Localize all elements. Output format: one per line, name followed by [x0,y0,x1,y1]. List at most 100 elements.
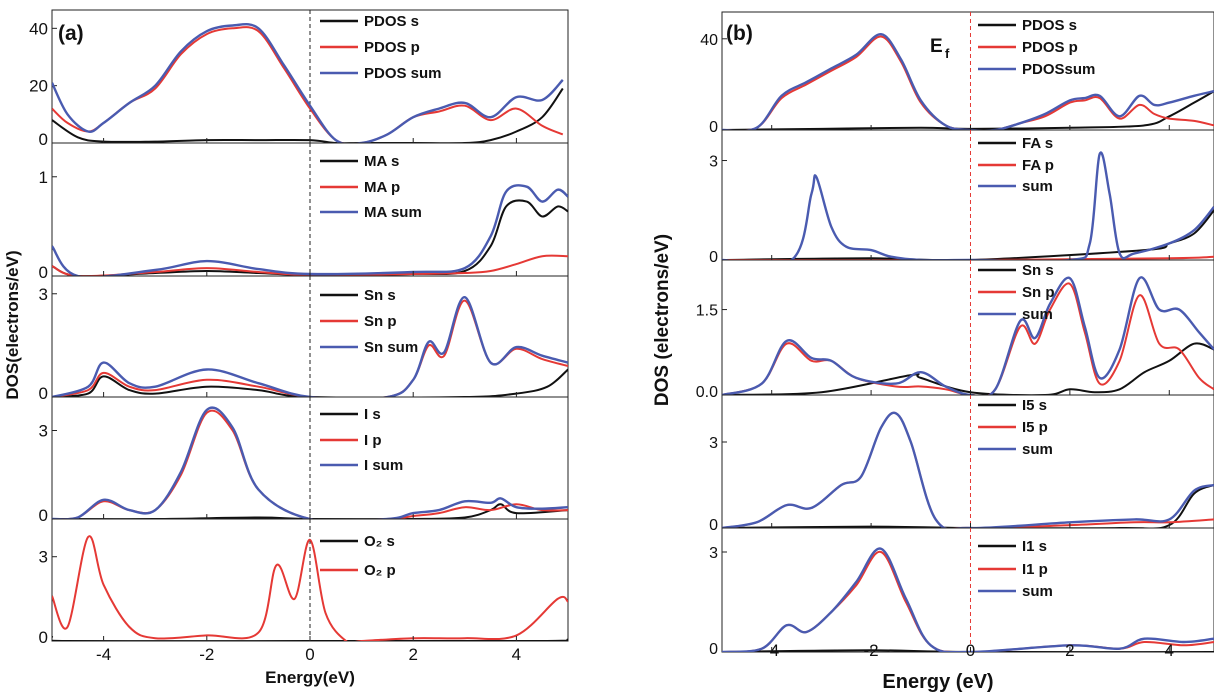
series-line-s [722,90,1214,130]
legend-label: PDOSsum [1022,61,1095,78]
legend-label: MA p [364,179,400,196]
series-line-s [52,635,568,641]
legend-entry: PDOS s [978,17,1077,34]
legend-label: I5 s [1022,397,1047,414]
x-tick-label: 4 [1165,641,1174,660]
legend-label: MA sum [364,204,422,221]
series-line-sum [52,23,564,143]
x-tick-label: -4 [96,645,111,664]
legend-label: sum [1022,441,1053,458]
legend-label: Sn p [364,313,397,330]
legend-label: MA s [364,153,399,170]
y-tick-label: 0 [39,628,48,647]
legend-label: O₂ p [364,562,396,579]
legend-label: sum [1022,583,1053,600]
legend-entry: I1 p [978,561,1048,578]
legend-entry: sum [978,441,1053,458]
y-tick-label: 3 [709,435,718,452]
y-tick-label: 0 [39,384,48,403]
series-line-p [722,550,1214,652]
x-tick-label: -4 [764,641,779,660]
legend-entry: FA p [978,157,1054,174]
y-tick-label: 0 [709,249,718,266]
legend-label: PDOS s [1022,17,1077,34]
y-tick-label: 3 [709,545,718,562]
legend-entry: Sn sum [320,339,418,356]
y-axis-label: DOS(electrons/eV) [3,250,22,399]
series-line-s [722,649,1214,652]
legend-entry: I sum [320,457,403,474]
y-axis-label: DOS (electrons/eV) [652,234,673,406]
series-line-p [722,282,1214,395]
legend-label: PDOS p [364,39,420,56]
subplot-3: 0 3 Sn s Sn p Sn sum [39,275,569,403]
legend-entry: I s [320,406,381,423]
legend-label: FA s [1022,135,1053,152]
legend-entry: PDOSsum [978,61,1095,78]
legend-entry: Sn p [320,313,397,330]
fermi-label-text: E [930,36,943,57]
legend-entry: MA sum [320,204,422,221]
y-tick-label: 3 [39,548,48,567]
subplot-4: 0 3 I5 s I5 p sum [709,394,1214,534]
legend-label: I s [364,406,381,423]
series-line-p [722,411,1214,528]
subplot-1: 0 20 40 PDOS s PDOS p PDOS sum [29,9,569,149]
legend-label: I p [364,432,382,449]
legend-entry: MA s [320,153,399,170]
series-line-s [722,209,1214,260]
subplot-frame [51,275,569,398]
y-tick-label: 0 [709,517,718,534]
legend-entry: I5 p [978,419,1048,436]
series-line-s [52,87,564,143]
legend-label: O₂ s [364,533,395,550]
legend-entry: Sn s [320,287,396,304]
subplot-frame [721,527,1214,653]
series-line-sum [722,411,1214,528]
legend-label: I5 p [1022,419,1048,436]
subplot-frame [51,518,569,642]
legend-label: Sn s [364,287,396,304]
y-tick-label: 40 [29,19,48,38]
legend-entry: sum [978,306,1053,323]
y-tick-label: 0 [39,130,48,149]
y-tick-label: 1 [39,168,48,187]
y-tick-label: 0 [39,263,48,282]
subplot-1: 0 40 PDOS s PDOS p PDOSsum [700,11,1214,136]
legend-label: sum [1022,306,1053,323]
legend-label: PDOS s [364,13,419,30]
legend-label: Sn s [1022,262,1054,279]
series-line-s [722,342,1214,395]
panel-label: (b) [726,22,753,45]
subplot-frame [721,129,1214,261]
x-axis-label: Energy(eV) [265,668,355,687]
series-line-p [52,535,568,641]
subplot-frame [51,396,569,520]
legend-label: FA p [1022,157,1054,174]
legend-entry: FA s [978,135,1053,152]
legend-label: Sn sum [364,339,418,356]
y-tick-label: 40 [700,32,718,49]
y-tick-label: 3 [39,422,48,441]
series-line-sum [722,276,1214,395]
subplot-2: 0 1 MA s MA p MA sum [39,142,569,282]
y-tick-label: 0 [709,641,718,658]
series-line-sum [722,547,1214,652]
x-tick-label: 2 [408,645,417,664]
x-tick-label: 4 [512,645,521,664]
legend-label: sum [1022,178,1053,195]
y-tick-label: 3 [709,154,718,171]
legend-label: PDOS sum [364,65,442,82]
subplot-frame [721,394,1214,529]
legend-label: I1 p [1022,561,1048,578]
legend-entry: PDOS s [320,13,419,30]
series-line-sum [52,184,568,276]
legend-label: PDOS p [1022,39,1078,56]
series-line-p [52,26,564,143]
legend-entry: O₂ s [320,533,395,550]
subplot-5: 0 3 I1 s I1 p sum [709,527,1214,658]
y-tick-label: 3 [39,285,48,304]
